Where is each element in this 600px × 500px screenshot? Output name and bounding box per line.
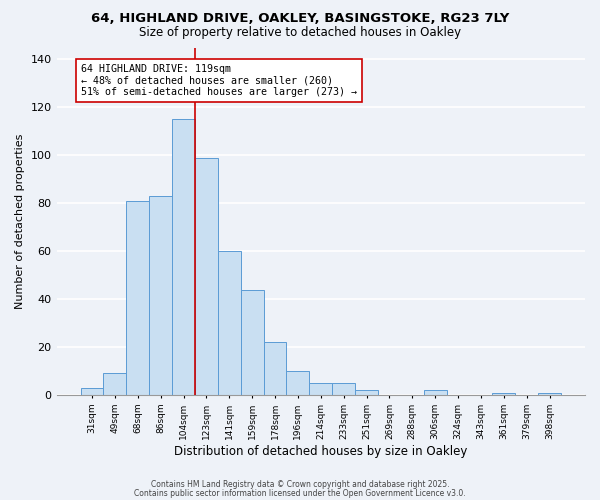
Text: 64, HIGHLAND DRIVE, OAKLEY, BASINGSTOKE, RG23 7LY: 64, HIGHLAND DRIVE, OAKLEY, BASINGSTOKE,…: [91, 12, 509, 26]
Bar: [149, 196, 172, 395]
X-axis label: Distribution of detached houses by size in Oakley: Distribution of detached houses by size …: [174, 444, 467, 458]
Bar: [127, 201, 149, 395]
Text: Size of property relative to detached houses in Oakley: Size of property relative to detached ho…: [139, 26, 461, 39]
Bar: [241, 290, 263, 395]
Text: 64 HIGHLAND DRIVE: 119sqm
← 48% of detached houses are smaller (260)
51% of semi: 64 HIGHLAND DRIVE: 119sqm ← 48% of detac…: [80, 64, 356, 98]
Bar: [332, 383, 355, 395]
Text: Contains HM Land Registry data © Crown copyright and database right 2025.: Contains HM Land Registry data © Crown c…: [151, 480, 449, 489]
Bar: [424, 390, 446, 395]
Bar: [172, 120, 195, 395]
Y-axis label: Number of detached properties: Number of detached properties: [15, 134, 25, 309]
Bar: [195, 158, 218, 395]
Bar: [355, 390, 378, 395]
Bar: [80, 388, 103, 395]
Bar: [263, 342, 286, 395]
Text: Contains public sector information licensed under the Open Government Licence v3: Contains public sector information licen…: [134, 488, 466, 498]
Bar: [310, 383, 332, 395]
Bar: [538, 392, 561, 395]
Bar: [218, 251, 241, 395]
Bar: [103, 374, 127, 395]
Bar: [286, 371, 310, 395]
Bar: [493, 392, 515, 395]
